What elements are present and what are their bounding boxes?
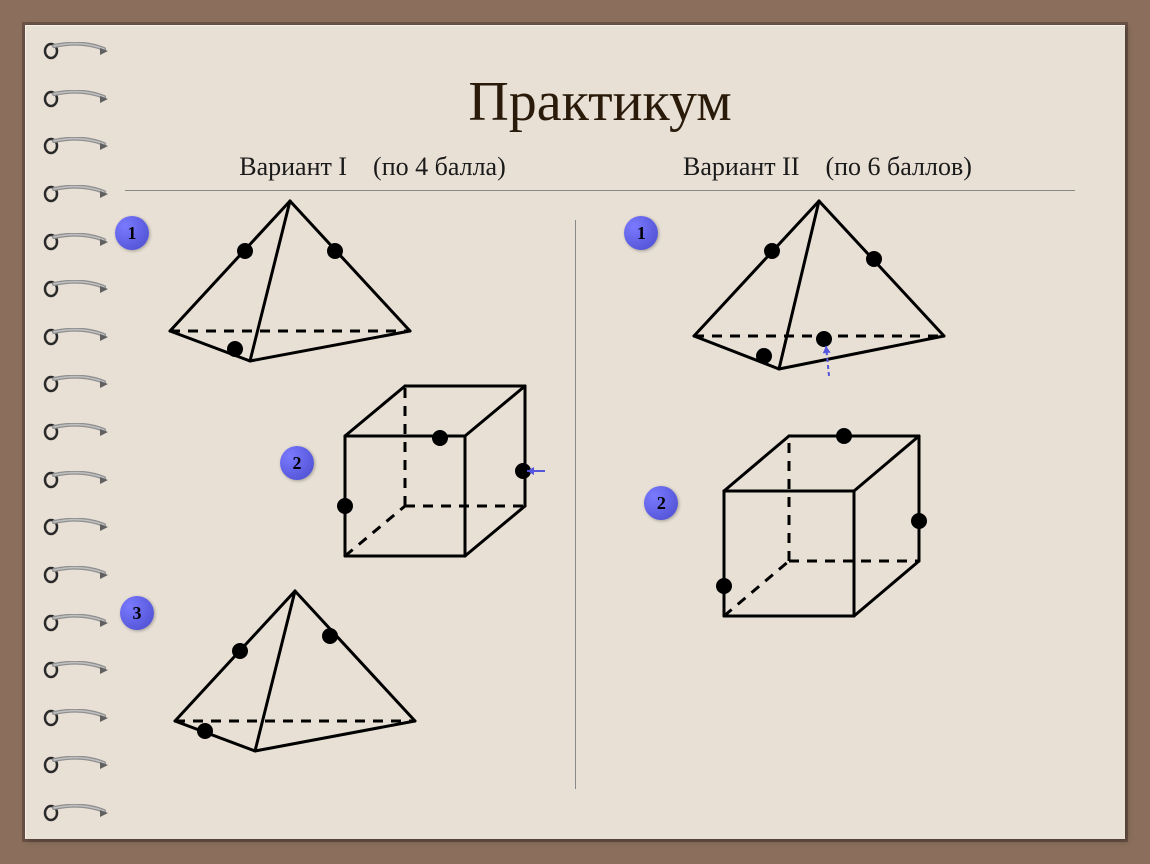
spiral-ring xyxy=(42,661,112,679)
tetrahedron-diagram xyxy=(155,581,435,761)
variant-1-label: Вариант I xyxy=(239,152,347,181)
slide-mid-border: Практикум Вариант I (по 4 балла) Вариант… xyxy=(22,22,1128,842)
spiral-binding xyxy=(42,42,112,822)
spiral-ring xyxy=(42,804,112,822)
variant-2-label: Вариант II xyxy=(683,152,799,181)
spiral-ring xyxy=(42,709,112,727)
spiral-ring xyxy=(42,137,112,155)
spiral-ring xyxy=(42,471,112,489)
spiral-ring xyxy=(42,280,112,298)
spiral-ring xyxy=(42,566,112,584)
spiral-ring xyxy=(42,518,112,536)
spiral-ring xyxy=(42,90,112,108)
problem-tetrahedron: 3 xyxy=(115,191,581,791)
content-area: 123 12 xyxy=(115,191,1085,791)
spiral-ring xyxy=(42,756,112,774)
page-title: Практикум xyxy=(115,70,1085,134)
variant-2-header: Вариант II (по 6 баллов) xyxy=(600,152,1055,182)
cube-diagram xyxy=(704,426,944,636)
problem-number-badge: 3 xyxy=(120,596,154,630)
problem-number-badge: 2 xyxy=(644,486,678,520)
variant-1-header: Вариант I (по 4 балла) xyxy=(145,152,600,182)
spiral-ring xyxy=(42,328,112,346)
notebook-page: Практикум Вариант I (по 4 балла) Вариант… xyxy=(25,25,1125,839)
spiral-ring xyxy=(42,423,112,441)
spiral-ring xyxy=(42,233,112,251)
spiral-ring xyxy=(42,42,112,60)
slide-outer-border: Практикум Вариант I (по 4 балла) Вариант… xyxy=(0,0,1150,864)
spiral-ring xyxy=(42,375,112,393)
left-column: 123 xyxy=(115,191,581,791)
variant-headers: Вариант I (по 4 балла) Вариант II (по 6 … xyxy=(115,152,1085,190)
spiral-ring xyxy=(42,614,112,632)
problem-cube: 2 xyxy=(619,191,1085,791)
variant-1-points: (по 4 балла) xyxy=(373,152,506,181)
variant-2-points: (по 6 баллов) xyxy=(825,152,971,181)
spiral-ring xyxy=(42,185,112,203)
right-column: 12 xyxy=(619,191,1085,791)
